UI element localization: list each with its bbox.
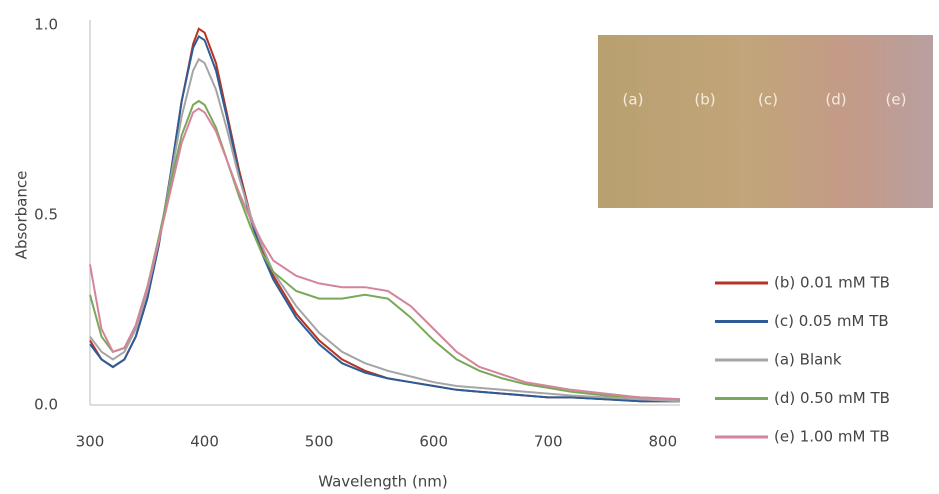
inset-label: (c) [758,91,778,109]
x-tick-label: 300 [76,433,105,451]
y-tick-label: 0.0 [34,396,58,414]
inset-label: (b) [694,91,715,109]
x-tick-label: 500 [305,433,334,451]
inset-label: (e) [886,91,907,109]
series-line [90,29,680,401]
y-tick-label: 1.0 [34,16,58,34]
y-tick-label: 0.5 [34,206,58,224]
x-tick-label: 400 [190,433,219,451]
series-line [90,101,680,399]
y-axis-title: Absorbance [13,171,31,260]
legend-label: (c) 0.05 mM TB [774,312,889,330]
inset-label: (a) [623,91,644,109]
x-tick-label: 800 [648,433,677,451]
chart: Absorbance Wavelength (nm) 0.0 0.5 1.0 300 4… [0,0,939,494]
x-tick-label: 600 [419,433,448,451]
series-line [90,36,680,401]
inset-photo [598,35,933,208]
x-axis-title: Wavelength (nm) [318,473,448,491]
x-tick-label: 700 [534,433,563,451]
inset-label: (d) [825,91,846,109]
legend-label: (e) 1.00 mM TB [774,428,890,446]
legend-label: (b) 0.01 mM TB [774,274,890,292]
series-line [90,59,680,401]
series-line [90,109,680,400]
legend-label: (a) Blank [774,351,842,369]
legend-label: (d) 0.50 mM TB [774,389,890,407]
